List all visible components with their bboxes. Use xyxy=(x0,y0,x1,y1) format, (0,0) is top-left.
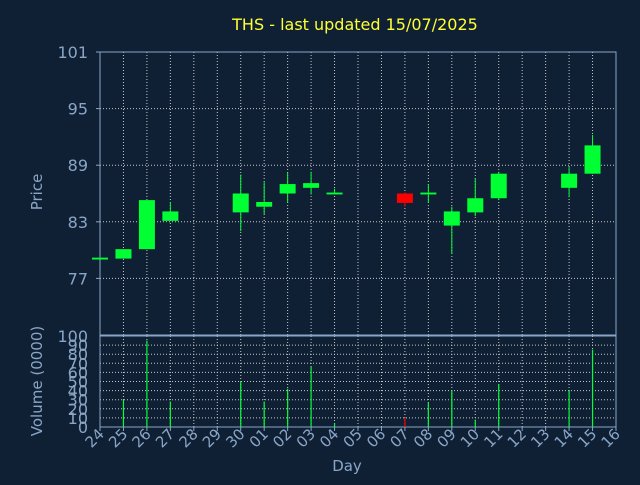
volume-tick-label: 30 xyxy=(68,391,88,410)
candle-body xyxy=(396,193,413,203)
candle-body xyxy=(584,145,601,174)
candle-body xyxy=(443,211,460,226)
candle-body xyxy=(467,198,484,213)
chart-title: THS - last updated 15/07/2025 xyxy=(231,15,478,34)
candle-body xyxy=(490,173,507,199)
price-axis-label: Price xyxy=(28,174,46,211)
candle-body xyxy=(138,200,155,250)
volume-tick-label: 70 xyxy=(68,354,88,373)
candle-body xyxy=(162,211,179,221)
volume-tick-label: 40 xyxy=(68,382,88,401)
candle-body xyxy=(256,201,273,207)
candle-body xyxy=(561,173,578,188)
volume-tick-label: 20 xyxy=(68,400,88,419)
price-tick-label: 89 xyxy=(68,156,88,175)
volume-axis-label: Volume (0000) xyxy=(28,326,46,436)
price-panel: 77 83 89 95 101 xyxy=(57,43,617,336)
volume-tick-label: 60 xyxy=(68,363,88,382)
volume-tick-label: 10 xyxy=(68,409,88,428)
candle-body xyxy=(92,257,108,260)
candle-body xyxy=(420,192,437,195)
volume-tick-label: 80 xyxy=(68,345,88,364)
x-axis-label: Day xyxy=(332,457,362,475)
candle-body xyxy=(326,192,343,195)
candle-body xyxy=(115,249,132,259)
price-tick-label: 83 xyxy=(68,213,88,232)
candle-body xyxy=(232,193,249,213)
candle-body xyxy=(279,184,296,194)
price-tick-label: 77 xyxy=(68,269,88,288)
volume-tick-label: 50 xyxy=(68,373,88,392)
volume-tick-label: 100 xyxy=(57,327,88,346)
volume-tick-label: 0 xyxy=(78,418,88,437)
price-plot-frame xyxy=(99,51,617,336)
price-tick-label: 95 xyxy=(68,100,88,119)
price-tick-label: 101 xyxy=(57,43,88,62)
volume-tick-label: 90 xyxy=(68,336,88,355)
candle-body xyxy=(303,183,320,188)
